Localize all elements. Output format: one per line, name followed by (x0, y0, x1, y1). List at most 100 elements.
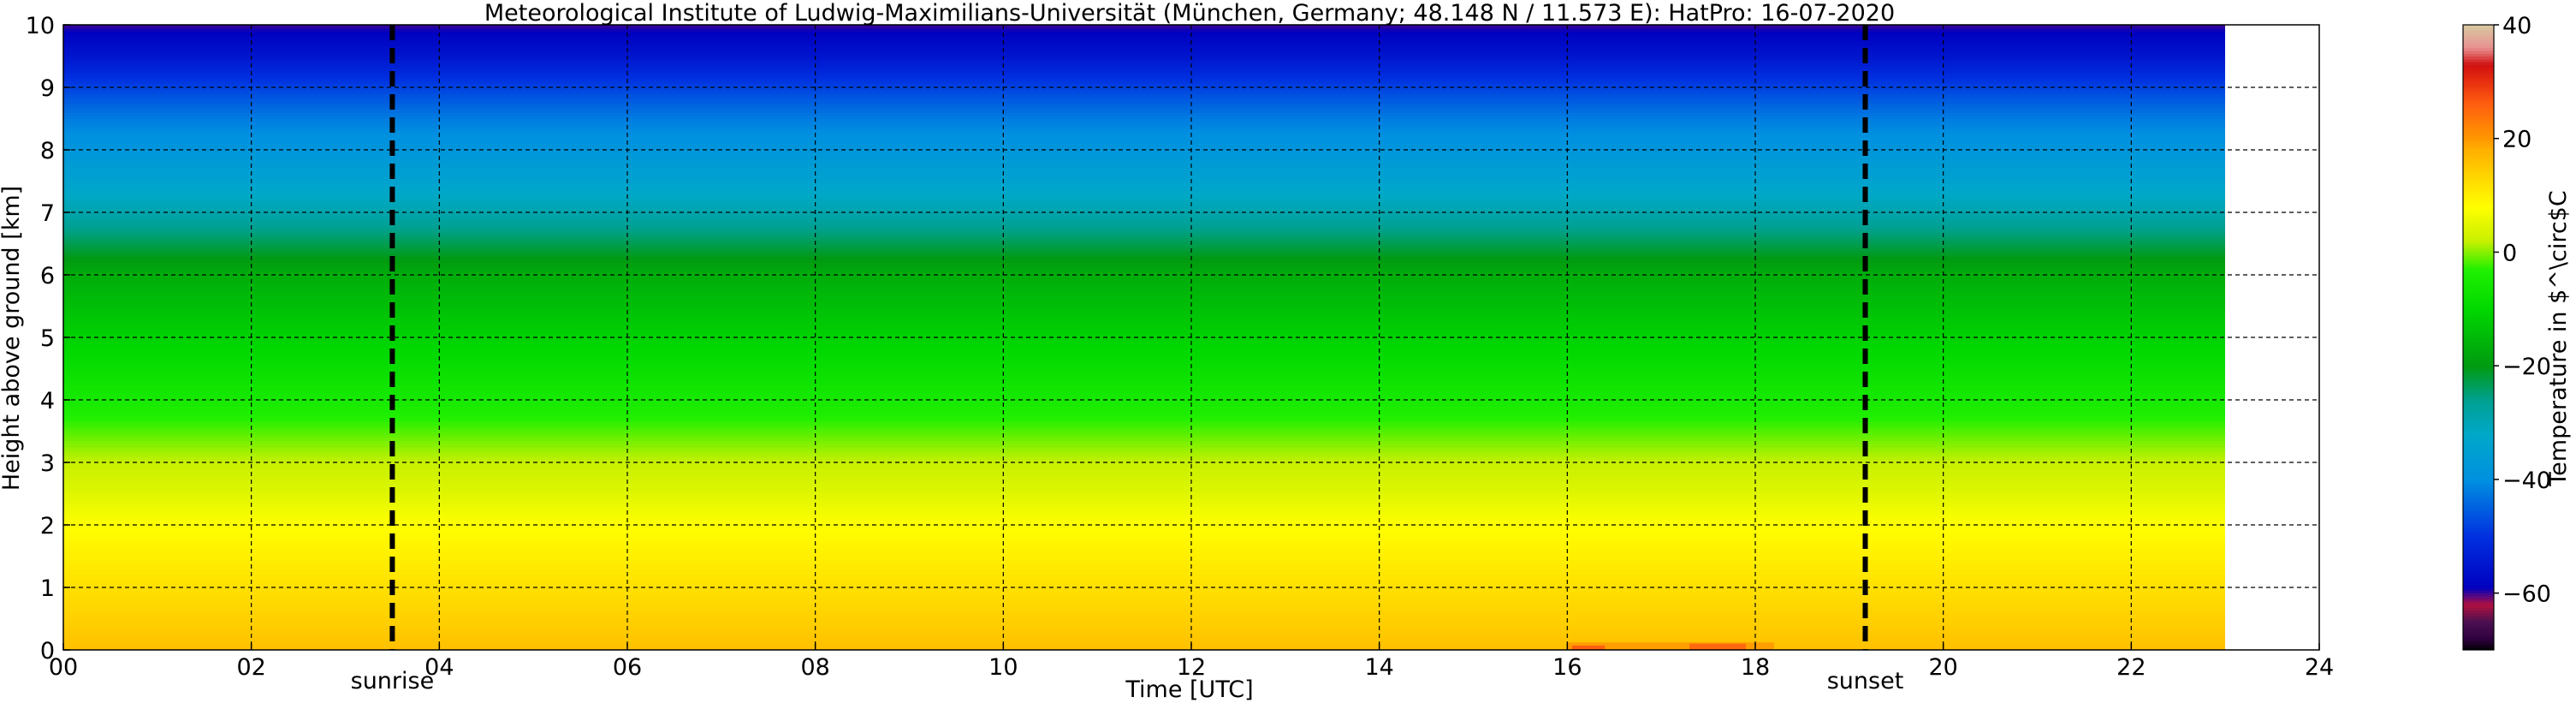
colorbar-segment (2463, 200, 2494, 205)
colorbar-segment (2463, 209, 2494, 213)
heatmap-band (63, 128, 2226, 132)
colorbar-segment (2463, 590, 2494, 594)
heatmap-band (63, 402, 2226, 407)
y-tick-label: 3 (40, 450, 55, 477)
colorbar-segment (2463, 516, 2494, 520)
heatmap-band (63, 368, 2226, 372)
heatmap-band (63, 396, 2226, 401)
x-tick-label: 22 (2116, 654, 2146, 681)
colorbar-segment (2463, 533, 2494, 537)
colorbar-segment (2463, 232, 2494, 236)
colorbar-segment (2463, 513, 2494, 517)
heatmap-band (63, 150, 2226, 154)
heatmap-band (63, 487, 2226, 492)
x-tick-label: 04 (424, 654, 454, 681)
colorbar-segment (2463, 329, 2494, 332)
heatmap-band (63, 425, 2226, 429)
colorbar-segment (2463, 323, 2494, 327)
colorbar-segment (2463, 391, 2494, 395)
heatmap-band (63, 300, 2226, 304)
heatmap-band (63, 165, 2226, 170)
heatmap-band (63, 550, 2226, 554)
colorbar-segment (2463, 340, 2494, 344)
colorbar-segment (2463, 27, 2494, 32)
colorbar-segment (2463, 504, 2494, 509)
heatmap-band (63, 247, 2226, 251)
colorbar-segment (2463, 187, 2494, 191)
colorbar-segment (2463, 612, 2494, 617)
colorbar-segment (2463, 425, 2494, 429)
heatmap-band (63, 50, 2226, 54)
heatmap-band (63, 400, 2226, 404)
colorbar-segment (2463, 181, 2494, 185)
heatmap-band (63, 446, 2226, 450)
heatmap-band (63, 99, 2226, 104)
heatmap-band (63, 43, 2226, 48)
heatmap-band (63, 140, 2226, 145)
heatmap-band (63, 581, 2226, 585)
colorbar-segment (2463, 593, 2494, 597)
colorbar-segment (2463, 394, 2494, 398)
colorbar-segment (2463, 39, 2494, 43)
heatmap-band (63, 365, 2226, 370)
x-tick-label: 08 (800, 654, 829, 681)
heatmap-band (63, 509, 2226, 513)
colorbar-segment (2463, 539, 2494, 543)
heatmap-band (63, 506, 2226, 510)
heatmap-band (63, 456, 2226, 460)
heatmap-band (63, 275, 2226, 279)
colorbar-segment (2463, 496, 2494, 500)
heatmap-band (63, 87, 2226, 92)
heatmap-band (63, 618, 2226, 623)
colorbar-segment (2463, 624, 2494, 629)
x-tick-label: 02 (236, 654, 265, 681)
heatmap-band (63, 74, 2226, 79)
colorbar-segment (2463, 172, 2494, 176)
colorbar-segment (2463, 408, 2494, 412)
heatmap-band (63, 115, 2226, 120)
colorbar-segment (2463, 564, 2494, 569)
colorbar-segment (2463, 479, 2494, 483)
heatmap-band (63, 431, 2226, 435)
heatmap-band (63, 33, 2226, 39)
heatmap-band (63, 302, 2226, 307)
colorbar-tick-label: 0 (2502, 240, 2517, 266)
colorbar-segment (2463, 175, 2494, 179)
colorbar-segment (2463, 405, 2494, 409)
heatmap-band (63, 65, 2226, 69)
colorbar-segment (2463, 556, 2494, 560)
heatmap-band (63, 418, 2226, 423)
colorbar-segment (2463, 334, 2494, 338)
colorbar-segment (2463, 567, 2494, 571)
colorbar-segment (2463, 584, 2494, 588)
chart-title: Meteorological Institute of Ludwig-Maxim… (484, 0, 1895, 27)
colorbar-segment (2463, 243, 2494, 247)
heatmap-band (63, 525, 2226, 529)
colorbar-segment (2463, 95, 2494, 99)
heatmap-band (63, 175, 2226, 179)
colorbar-segment (2463, 53, 2494, 57)
heatmap-band (63, 156, 2226, 160)
heatmap-band (63, 271, 2226, 276)
heatmap-band (63, 444, 2226, 448)
colorbar-segment (2463, 595, 2494, 599)
colorbar-segment (2463, 379, 2494, 384)
colorbar-segment (2463, 275, 2494, 278)
colorbar-segment (2463, 283, 2494, 287)
colorbar-segment (2463, 98, 2494, 103)
heatmap-band (63, 124, 2226, 129)
y-tick-label: 9 (40, 75, 55, 102)
colorbar-segment (2463, 116, 2494, 120)
heatmap-band (63, 575, 2226, 579)
heatmap-band (63, 93, 2226, 98)
warm-anomaly-band (1567, 642, 1774, 650)
colorbar-segment (2463, 135, 2494, 140)
x-tick-label: 12 (1177, 654, 1206, 681)
heatmap-band (63, 262, 2226, 266)
heatmap-band (63, 259, 2226, 263)
heatmap-band (63, 90, 2226, 94)
colorbar-segment (2463, 485, 2494, 489)
heatmap-layer (63, 25, 2226, 650)
